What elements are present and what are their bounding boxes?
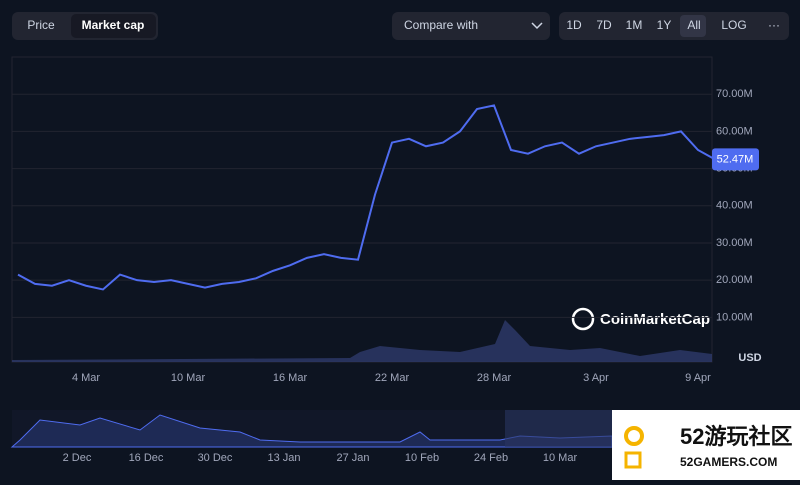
navigator-label: 2 Dec — [63, 452, 92, 464]
y-tick-label: 30.00M — [716, 237, 753, 249]
watermark: CoinMarketCap — [600, 311, 710, 328]
price-tag — [712, 148, 759, 171]
y-tick-label: 70.00M — [716, 88, 753, 100]
range-button[interactable]: All — [687, 18, 700, 32]
x-tick-label: 3 Apr — [583, 372, 609, 384]
range-active — [680, 15, 706, 37]
compare-dropdown[interactable] — [392, 12, 550, 40]
log-button[interactable]: LOG — [721, 18, 746, 32]
overlay-logo — [624, 426, 644, 446]
x-tick-label: 28 Mar — [477, 372, 512, 384]
navigator-label: 13 Jan — [267, 452, 300, 464]
y-tick-label: 20.00M — [716, 274, 753, 286]
price-tag-label: 52.47M — [717, 153, 754, 165]
tab[interactable]: Price — [27, 18, 55, 32]
range-button[interactable]: 1Y — [657, 18, 672, 32]
navigator-window[interactable] — [505, 410, 612, 447]
overlay-title: 52游玩社区 — [680, 424, 792, 449]
watermark-logo — [571, 307, 595, 331]
chevron — [531, 22, 543, 30]
line — [17, 104, 716, 291]
navigator-label: 30 Dec — [198, 452, 233, 464]
range-button[interactable]: 1M — [626, 18, 643, 32]
range-group — [559, 12, 789, 40]
range-button[interactable]: 1D — [566, 18, 582, 32]
y-tick-label: 60.00M — [716, 125, 753, 137]
x-tick-label: 9 Apr — [685, 372, 711, 384]
navigator-label: 10 Mar — [543, 452, 578, 464]
x-tick-label: 10 Mar — [171, 372, 206, 384]
overlay-site: 52GAMERS.COM — [680, 455, 777, 469]
volume-area — [12, 320, 712, 362]
y-tick-label: 10.00M — [716, 311, 753, 323]
navigator-label: 27 Jan — [336, 452, 369, 464]
overlay-logo — [624, 451, 642, 469]
navigator-label: 16 Dec — [129, 452, 164, 464]
unit-label: USD — [738, 352, 761, 364]
tab-active[interactable] — [71, 14, 156, 38]
y-tick-label: 40.00M — [716, 200, 753, 212]
tab[interactable]: Market cap — [82, 18, 145, 32]
navigator-label: 24 Feb — [474, 452, 508, 464]
compare-label[interactable]: Compare with — [404, 18, 478, 32]
overlay-badge — [612, 410, 800, 480]
x-tick-label: 22 Mar — [375, 372, 410, 384]
x-tick-label: 4 Mar — [72, 372, 100, 384]
x-tick-label: 16 Mar — [273, 372, 308, 384]
more-button[interactable]: ··· — [768, 18, 780, 32]
navigator-label: 10 Feb — [405, 452, 439, 464]
range-button[interactable]: 7D — [596, 18, 612, 32]
